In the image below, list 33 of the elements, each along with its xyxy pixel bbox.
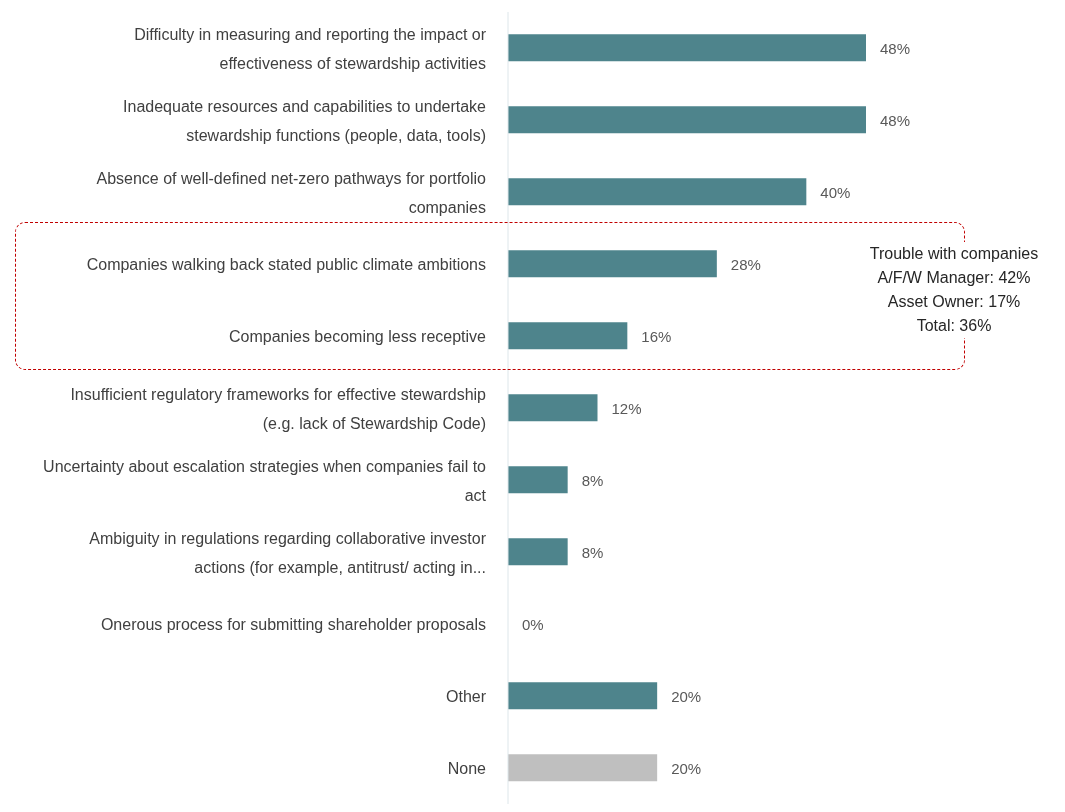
y-tick-label: Companies becoming less receptive [228,327,487,345]
y-tick-label: Absence of well-defined net-zero pathways for portfolio companies [96,169,487,215]
y-tick-label: Onerous process for submitting shareholder proposals [100,615,486,633]
y-tick-label: Insufficient regulatory frameworks for effective stewardship (e.g. lack of Stewardship Code) [70,385,487,431]
bar [508,250,717,278]
y-tick-label: Ambiguity in regulations regarding collaborative investor actions (for example, antitrust/ acting in... [89,529,487,575]
data-label: 48% [880,111,911,129]
y-tick-label: Companies walking back stated public climate ambitions [86,255,486,273]
data-label: 20% [671,687,702,705]
data-label: 16% [641,327,672,345]
data-label: 8% [581,471,604,489]
data-label: 20% [671,759,702,777]
data-label: 48% [880,39,911,57]
text: Trouble with companies A/F/W Manager: 42% Asset Owner: 17% Total: 36% [856,242,1052,338]
data-label: 12% [611,399,642,417]
bar [508,322,628,350]
y-tick-label: Uncertainty about escalation strategies when companies fail to act [43,457,487,503]
data-label: 40% [820,183,851,201]
bar [508,106,866,134]
bar [508,394,598,422]
y-tick-label: Other [445,687,487,705]
data-label: 28% [730,255,761,273]
bar [508,682,658,710]
data-label: 8% [581,543,604,561]
bar [508,538,568,566]
bar [508,178,807,206]
y-tick-label: None [447,759,487,777]
bar [508,466,568,494]
bar [508,754,658,782]
data-label: 0% [522,615,544,633]
y-tick-label: Inadequate resources and capabilities to undertake stewardship functions (people, data, tools) [123,97,487,143]
bar [508,34,866,62]
y-tick-label: Difficulty in measuring and reporting the impact or effectiveness of stewardship activities [134,25,487,71]
